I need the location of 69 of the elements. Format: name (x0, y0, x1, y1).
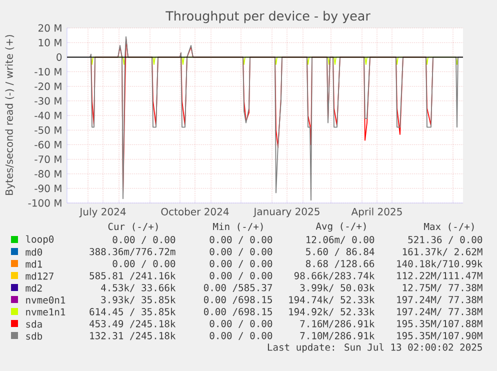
y-tick-label: -70 M (34, 155, 62, 164)
text: 8.68 /128.66 (306, 260, 374, 268)
legend-label: loop0 (26, 235, 54, 245)
text: 0.00 / 0.00 (210, 236, 272, 244)
x-tick-label: July 2024 (79, 208, 126, 218)
legend-label: md0 (26, 248, 42, 256)
text: 0.00 / 0.00 (112, 236, 176, 244)
y-tick-label: -40 M (34, 112, 62, 120)
text: 585.81 /241.16k (90, 272, 176, 280)
text: 140.18k/710.99k (397, 260, 483, 268)
y-tick-label: -90 M (34, 184, 62, 192)
text: 0.00 / 0.00 (210, 320, 272, 328)
text: 0.00 / 0.00 (210, 332, 272, 340)
text: 0.00 / 0.00 (210, 248, 272, 256)
text: 7.10M/286.91k (300, 332, 375, 340)
text: 4.53k/ 33.66k (101, 284, 176, 292)
y-tick-label: -80 M (34, 170, 62, 178)
y-axis-title: Bytes/second read (-) / write (+) (5, 35, 15, 195)
text: 0.00 / 0.00 (112, 260, 176, 268)
y-tick-label: 20 M (38, 24, 62, 32)
text: 12.06m/ 0.00 (306, 236, 374, 244)
text: 195.35M/107.90M (397, 332, 482, 340)
text: 12.75M/ 77.38M (402, 284, 482, 292)
x-tick-label: October 2024 (161, 208, 229, 216)
text: 194.74k/ 52.33k (289, 296, 375, 304)
text: 0.00 /698.15 (204, 296, 272, 304)
text: Avg (-/+) (316, 222, 366, 232)
text: 7.16M/286.91k (300, 320, 375, 328)
legend-label: md2 (26, 284, 42, 292)
text: 197.24M/ 77.38M (397, 308, 482, 316)
text: 98.66k/283.74k (294, 272, 375, 280)
text: 453.49 /245.18k (90, 320, 176, 328)
y-tick-label: -100 M (28, 199, 62, 207)
text: 0.00 /585.37 (204, 284, 272, 292)
legend-label: nvme1n1 (26, 308, 66, 316)
legend-label: md1 (26, 260, 42, 268)
text: 3.93k/ 35.85k (101, 296, 176, 304)
text: 197.24M/ 77.38M (397, 296, 482, 304)
text: 388.36m/776.72m (90, 248, 176, 256)
legend-label: nvme0n1 (26, 296, 66, 304)
text: Cur (-/+) (108, 222, 158, 232)
y-tick-label: -30 M (34, 97, 62, 105)
y-tick-label: -20 M (34, 82, 62, 90)
chart-title: Throughput per device - by year (166, 10, 370, 24)
legend-label: md127 (26, 272, 54, 280)
y-tick-label: 10 M (38, 38, 62, 46)
text: 5.60 / 86.84 (306, 248, 374, 256)
text: 112.22M/111.47M (397, 272, 482, 280)
x-tick-label: April 2025 (351, 208, 402, 218)
x-tick-label: January 2025 (253, 208, 320, 218)
y-tick-label: 0 (56, 53, 62, 61)
y-tick-label: -60 M (34, 140, 62, 148)
legend-label: sda (26, 320, 42, 328)
legend-label: sdb (26, 332, 42, 340)
text: 0.00 /698.15 (204, 308, 272, 316)
text: 195.35M/107.88M (397, 320, 482, 328)
text: Last update: Sun Jul 13 02:00:02 2025 (268, 343, 482, 353)
text: 614.45 / 35.85k (90, 308, 176, 316)
text: Min (-/+) (213, 222, 263, 232)
y-tick-label: -10 M (34, 68, 62, 76)
text: 132.31 /245.18k (90, 332, 176, 340)
text: 0.00 / 0.00 (210, 260, 272, 268)
text: Max (-/+) (424, 222, 474, 232)
text: 161.37k/ 2.62M (402, 248, 482, 256)
text: 194.92k/ 52.33k (289, 308, 375, 316)
text: 0.00 / 0.00 (210, 272, 272, 280)
text: 3.99k/ 50.03k (300, 284, 375, 292)
y-tick-label: -50 M (34, 126, 62, 134)
text: 521.36 / 0.00 (408, 236, 482, 244)
